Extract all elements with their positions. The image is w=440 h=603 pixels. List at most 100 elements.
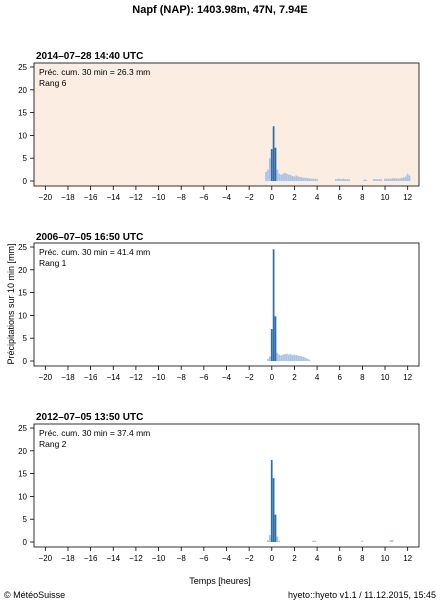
x-tick-label-1--2: −2 [245,193,255,202]
x-tick-label-1--12: −12 [129,193,143,202]
bar-light-1-0 [265,171,267,181]
y-tick-label-3-20: 20 [18,447,27,456]
bar-main-1-0 [270,149,273,181]
bar-light-1-24 [316,179,318,181]
bar-main-1-1 [272,126,275,181]
version-footer: hyeto::hyeto v1.1 / 11.12.2015, 15:45 [288,590,436,600]
x-tick-label-1--20: −20 [39,193,53,202]
bar-light-1-18 [304,177,307,181]
x-tick-label-2--18: −18 [61,373,75,382]
bar-light-1-5 [280,174,283,181]
bar-light-2-11 [293,354,296,361]
bar-light-1-48 [399,178,401,181]
x-tick-label-1--16: −16 [84,193,98,202]
x-tick-label-2-0: 0 [270,373,275,382]
bar-light-3-5 [314,540,316,542]
bar-light-2-19 [308,359,311,361]
x-tick-label-2--6: −6 [199,373,209,382]
y-tick-label-3-10: 10 [18,492,27,501]
bar-main-2-0 [270,329,273,361]
bar-light-1-23 [314,178,316,181]
bar-light-1-34 [365,179,367,181]
bar-main-3-0 [270,459,273,542]
x-tick-label-3--6: −6 [199,554,209,563]
bar-light-1-39 [380,179,383,181]
x-tick-label-3-0: 0 [270,554,275,563]
bar-light-3-3 [278,540,281,542]
x-tick-label-3--8: −8 [177,554,187,563]
x-tick-label-3--16: −16 [84,554,98,563]
annotation-3-1: Préc. cum. 30 min = 37.4 mm [39,428,150,438]
x-tick-label-2--20: −20 [39,373,53,382]
bar-light-2-12 [295,355,298,361]
annotation-2-1: Préc. cum. 30 min = 41.4 mm [39,247,150,257]
bar-light-1-19 [306,178,309,181]
copyright-footer: © MétéoSuisse [4,590,66,600]
bar-light-1-38 [378,179,381,181]
bar-light-1-45 [393,178,396,181]
x-tick-label-2-6: 6 [338,373,343,382]
bar-light-2-18 [306,358,309,361]
panel-title-1: 2014–07–28 14:40 UTC [36,51,143,62]
bar-light-2-1 [268,356,271,361]
bar-main-3-2 [274,514,277,542]
y-tick-label-1-15: 15 [18,109,27,118]
bar-light-1-12 [293,176,296,181]
x-tick-label-3-4: 4 [315,554,320,563]
bar-light-2-16 [302,356,305,361]
annotation-1-1: Préc. cum. 30 min = 26.3 mm [39,67,150,77]
bar-light-1-15 [299,176,301,181]
x-tick-label-2-8: 8 [360,373,365,382]
x-tick-label-2-2: 2 [292,373,297,382]
annotation-1-2: Rang 6 [39,78,67,88]
bar-light-1-7 [284,172,286,181]
bar-light-1-6 [282,173,284,181]
bar-light-1-42 [387,178,390,181]
bar-light-1-33 [363,179,366,181]
bar-light-1-31 [346,179,349,181]
x-tick-label-1--8: −8 [177,193,187,202]
plot-frame-2 [33,242,420,367]
y-tick-label-2-0: 0 [23,357,28,366]
plot-frame-1 [33,62,420,187]
x-tick-label-1-0: 0 [270,193,275,202]
bar-light-2-8 [287,354,290,361]
bar-light-1-40 [384,178,386,181]
bar-main-3-1 [272,478,275,542]
x-tick-label-3-10: 10 [381,554,390,563]
x-tick-label-3--12: −12 [129,554,143,563]
bar-light-2-14 [299,355,301,361]
x-axis-label: Temps [heures] [189,576,251,586]
x-tick-label-3--14: −14 [106,554,120,563]
x-tick-label-2--8: −8 [177,373,187,382]
x-tick-label-1--14: −14 [106,193,120,202]
bar-light-1-20 [308,178,311,181]
bar-light-1-32 [348,179,350,181]
annotation-2-2: Rang 1 [39,258,67,268]
bar-light-1-3 [276,169,279,181]
x-tick-label-3-2: 2 [292,554,297,563]
bar-light-1-47 [397,178,400,181]
bar-light-1-29 [342,178,345,181]
bar-light-1-35 [372,179,375,181]
bar-light-3-4 [312,540,315,542]
bar-light-1-2 [268,158,271,181]
bar-light-1-22 [312,178,315,181]
x-tick-label-3--4: −4 [222,554,232,563]
x-tick-label-1-2: 2 [292,193,297,202]
bar-light-1-21 [310,178,313,181]
x-tick-label-3--18: −18 [61,554,75,563]
bar-light-1-36 [374,179,377,181]
y-tick-label-2-5: 5 [23,334,28,343]
bar-light-3-1 [268,535,271,542]
y-tick-label-3-25: 25 [18,424,27,433]
bar-light-1-16 [301,177,303,181]
y-tick-label-3-5: 5 [23,515,28,524]
bar-light-2-7 [285,353,288,361]
bar-light-1-51 [404,176,407,181]
x-tick-label-2--2: −2 [245,373,255,382]
bar-light-2-5 [282,354,284,361]
bar-light-2-2 [276,352,279,361]
bar-light-2-15 [301,356,303,361]
